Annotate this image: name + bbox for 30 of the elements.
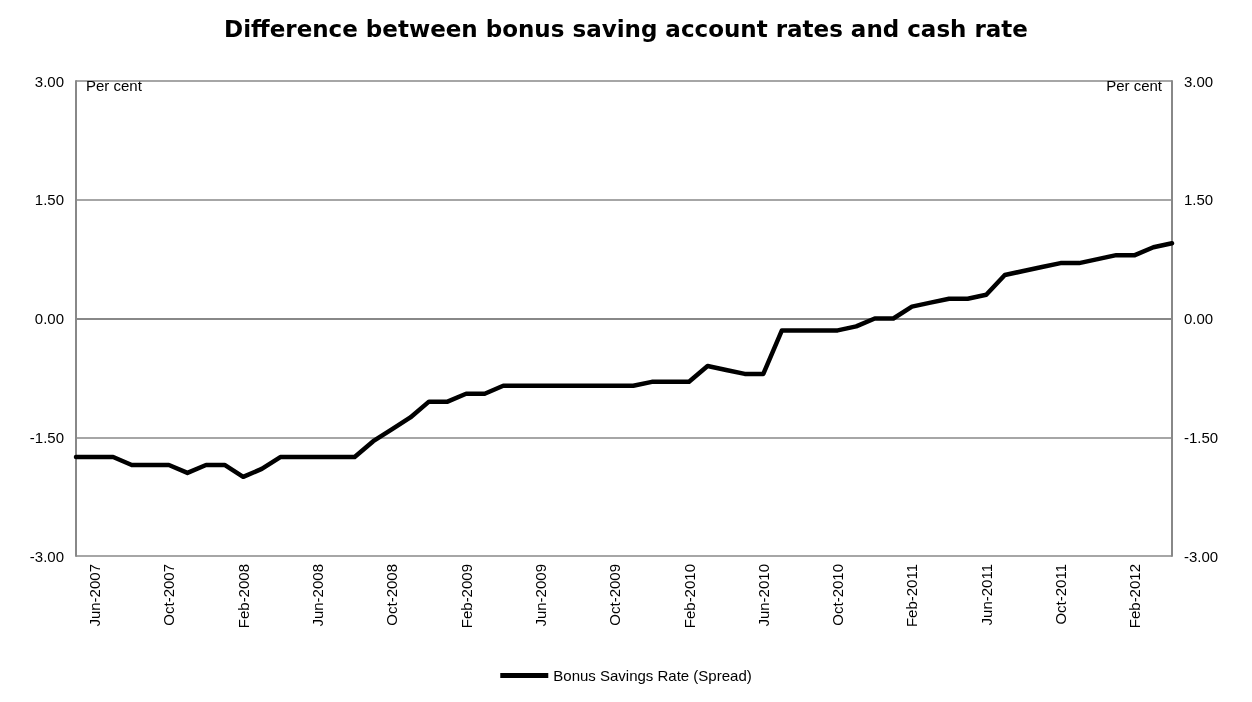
- y-axis-title: Per cent: [86, 77, 143, 94]
- y2-tick-label: 1.50: [1184, 191, 1214, 209]
- y2-tick-label: 0.00: [1184, 310, 1214, 327]
- x-tick-label: Jun-2007: [86, 564, 104, 627]
- y-tick-label: 1.50: [34, 191, 64, 209]
- y2-axis-title: Per cent: [1106, 77, 1163, 94]
- x-tick-label: Feb-2010: [680, 564, 698, 629]
- y-tick-label: 3.00: [34, 72, 64, 90]
- line-series: [73, 241, 1175, 480]
- x-tick-label: Oct-2009: [606, 564, 624, 626]
- chart-title: Difference between bonus saving account rates and cash rate: [224, 15, 1028, 42]
- y2-tick-label: -3.00: [1184, 547, 1219, 565]
- x-tick-label: Oct-2011: [1052, 564, 1070, 625]
- x-tick-label: Jun-2008: [308, 564, 326, 627]
- y2-tick-label: 3.00: [1184, 72, 1214, 90]
- x-tick-label: Feb-2011: [903, 564, 921, 628]
- legend-label: Bonus Savings Rate (Spread): [553, 667, 752, 684]
- y-tick-label: 0.00: [34, 310, 64, 327]
- x-tick-label: Oct-2008: [383, 564, 401, 626]
- x-tick-label: Feb-2009: [457, 564, 475, 629]
- x-tick-label: Feb-2008: [234, 564, 252, 629]
- x-tick-label: Oct-2010: [829, 564, 847, 626]
- x-tick-label: Jun-2010: [754, 564, 772, 627]
- y-tick-label: -1.50: [29, 428, 64, 446]
- x-tick-label: Jun-2011: [977, 564, 995, 626]
- y-tick-label: -3.00: [29, 547, 64, 565]
- x-tick-label: Jun-2009: [531, 564, 549, 627]
- x-tick-label: Oct-2007: [160, 564, 178, 626]
- y2-tick-label: -1.50: [1184, 428, 1219, 446]
- x-tick-label: Feb-2012: [1126, 564, 1144, 629]
